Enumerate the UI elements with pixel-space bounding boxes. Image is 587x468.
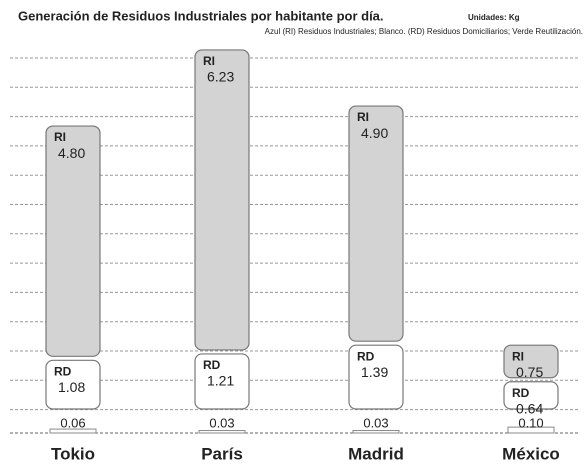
- data-label: 0.10: [518, 415, 543, 430]
- data-label: 1.08: [58, 379, 85, 395]
- data-label: 1.21: [207, 373, 234, 389]
- bar-segment: [352, 430, 400, 434]
- data-label: 0.06: [60, 415, 85, 430]
- x-tick-label: Madrid: [348, 444, 404, 463]
- segment-name: RD: [203, 358, 221, 372]
- data-label: 0.03: [209, 415, 234, 430]
- segment-name: RD: [54, 364, 72, 378]
- segment-name: RI: [357, 110, 369, 124]
- bar-segment: [198, 430, 246, 434]
- bar-segment: [45, 359, 101, 410]
- bar-segment: [348, 105, 404, 342]
- bar-segment: [503, 344, 559, 379]
- data-label: 0.75: [516, 364, 543, 380]
- data-label: 0.03: [363, 415, 388, 430]
- bar-segment: [503, 381, 559, 410]
- bar-segment: [194, 353, 250, 410]
- bar-segment: [45, 125, 101, 357]
- data-label: 6.23: [207, 69, 234, 85]
- data-label: 0.64: [516, 400, 543, 416]
- chart-title: Generación de Residuos Industriales por …: [18, 8, 384, 23]
- data-label: 4.80: [58, 145, 85, 161]
- bar-segment: [194, 49, 250, 351]
- segment-name: RI: [512, 349, 524, 363]
- segment-name: RD: [357, 349, 375, 363]
- segment-name: RI: [203, 54, 215, 68]
- units-note: Unidades: Kg: [468, 13, 520, 22]
- segment-name: RD: [512, 386, 530, 400]
- bar-segment: [348, 344, 404, 410]
- bar-segment: [49, 428, 97, 434]
- x-tick-label: París: [201, 444, 243, 463]
- data-label: 1.39: [361, 364, 388, 380]
- x-tick-label: Tokio: [51, 444, 95, 463]
- segment-name: RI: [54, 130, 66, 144]
- x-tick-label: México: [502, 444, 560, 463]
- chart-subtitle: Azul (RI) Residuos Industriales; Blanco.…: [265, 27, 583, 36]
- bar-segment: [507, 426, 555, 434]
- data-label: 4.90: [361, 125, 388, 141]
